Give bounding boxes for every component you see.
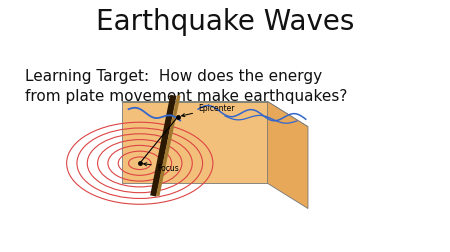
Polygon shape [268, 102, 308, 209]
Text: Learning Target:  How does the energy
from plate movement make earthquakes?: Learning Target: How does the energy fro… [25, 68, 348, 104]
Polygon shape [122, 102, 308, 127]
Text: Earthquake Waves: Earthquake Waves [96, 8, 354, 36]
Text: Epicenter: Epicenter [182, 104, 234, 117]
Text: Focus: Focus [144, 163, 179, 172]
Polygon shape [122, 102, 268, 184]
